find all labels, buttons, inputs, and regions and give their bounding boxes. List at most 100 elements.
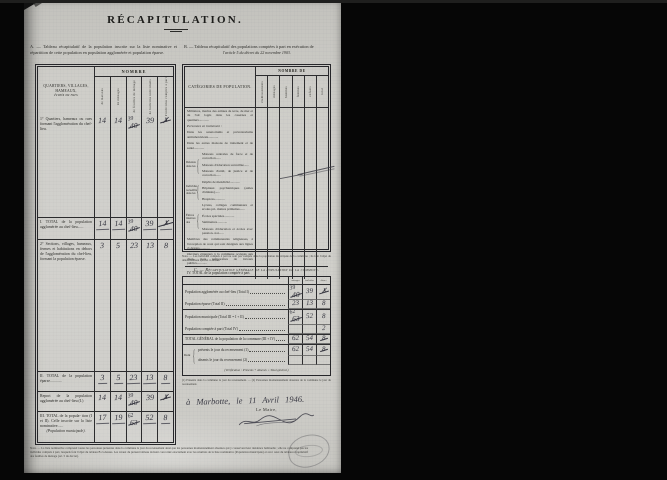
section-b-heading-line1: B. — Tableau récapitulatif des populatio… xyxy=(184,44,314,49)
signature-scribble xyxy=(238,413,315,427)
col-menages: de ménages xyxy=(109,77,126,117)
value-handwritten: 3 xyxy=(97,373,108,384)
value-struck: 8 xyxy=(321,334,326,343)
value-struck: ✗ xyxy=(162,115,170,126)
table-c-column-headers: ménages individus divers xyxy=(183,277,330,285)
table-a-row-sections: 2° Sections, villages, hameaux, fermes e… xyxy=(38,239,173,371)
brace-glyph: { xyxy=(193,344,195,366)
brace-glyph: { xyxy=(197,179,199,201)
value-handwritten: 8 xyxy=(321,312,326,321)
value-handwritten: 62 xyxy=(291,334,300,343)
table-a-row-report: Report de la population agglomérée au ch… xyxy=(38,391,173,411)
value-handwritten: 62 xyxy=(291,345,300,354)
paper-corner-notch-2 xyxy=(33,3,42,7)
value-struck: 8 xyxy=(321,345,326,354)
value-handwritten: 5 xyxy=(116,240,121,251)
value-corrected: 39 40 xyxy=(127,392,138,408)
value-struck: ✗ xyxy=(159,219,172,230)
value-corrected: 62 63 xyxy=(127,412,138,428)
mayor-label: Le Maire, xyxy=(256,407,277,412)
col-maisons: de maisons xyxy=(100,88,105,105)
table-b-row-ouvriers: Ouvriers étrangers à la commune occupés … xyxy=(185,251,328,267)
table-c-row-eparse: Population éparse (Total II) 23 13 8 xyxy=(183,299,330,310)
bottom-legal-note: Nota. — La liste nominative comprend tou… xyxy=(30,446,308,459)
title-underline-2 xyxy=(170,31,182,32)
table-c-row-agglomeree: Population agglomérée au chef-lieu (Tota… xyxy=(183,284,330,300)
value-handwritten: 14 xyxy=(98,115,107,126)
value-handwritten: 54 xyxy=(305,345,314,354)
value-corrected: 39 40 xyxy=(127,218,138,234)
table-b-nombre-de-label: NOMBRE DE xyxy=(256,67,328,76)
table-b-group-recueillis: Individus recueillis dans les { Dépôts d… xyxy=(185,178,328,203)
value-handwritten: 3 xyxy=(100,240,105,251)
handwritten-place-date: à Marbotte, le 11 Avril 1946. xyxy=(185,393,305,407)
value-handwritten: 5 xyxy=(113,373,123,384)
value-handwritten: 52 xyxy=(305,312,314,321)
value-handwritten: 2 xyxy=(321,324,326,333)
col-comptes-a-part: d'individus comptés à part xyxy=(157,77,173,117)
col-hommes: hommes xyxy=(279,76,291,107)
value-handwritten: 13 xyxy=(145,240,154,251)
value-handwritten: 8 xyxy=(163,240,168,251)
col-bulletins: de bulletins individuels xyxy=(141,77,157,117)
value-handwritten: 17 xyxy=(95,413,110,424)
value-handwritten: 19 xyxy=(111,413,125,424)
table-b-group-eleves: Élèves internes des { Lycées, collèges c… xyxy=(185,202,328,237)
table-a-population-list: QUARTIERS, VILLAGES, HAMEAUX, écarts ou … xyxy=(35,64,176,445)
value-handwritten: 8 xyxy=(321,299,326,308)
table-c-row-absents: absents le jour du recensement (2) xyxy=(196,355,330,365)
table-b-header: CATÉGORIES DE POPULATION. NOMBRE DE étab… xyxy=(185,67,328,108)
value-struck: ✗ xyxy=(320,287,327,296)
section-a-heading: A. — Tableau récapitulatif de la populat… xyxy=(30,44,177,55)
value-handwritten: 39 xyxy=(143,219,157,230)
table-c-row-presents: présents le jour du recensement (1) 62 5… xyxy=(196,344,330,356)
section-b-heading: B. — Tableau récapitulatif des populatio… xyxy=(184,44,330,55)
value-handwritten: 23 xyxy=(291,299,300,308)
table-b-row-maisons-sante: Dans les autres maisons de traitement et… xyxy=(185,140,328,151)
table-c-recapitulation-generale: ménages individus divers Population aggl… xyxy=(182,276,331,376)
table-a-row-quartiers: 1° Quartiers, hameaux ou rues formant l'… xyxy=(38,115,173,217)
table-b-row-militaires: Militaires, marins des armées de terre, … xyxy=(185,108,328,124)
col-femmes: femmes xyxy=(291,76,304,107)
table-a-row-total-1: I. TOTAL de la population agglomérée au … xyxy=(38,217,173,239)
table-b-row-communautes: Membres des communautés religieuses, à l… xyxy=(185,236,328,252)
table-b-colgroup: NOMBRE DE établissements ménages hommes … xyxy=(255,67,328,107)
col-b-menages: ménages xyxy=(267,76,279,107)
table-c-row-total-general: TOTAL GÉNÉRAL de la population de la com… xyxy=(183,334,330,345)
value-handwritten: 23 xyxy=(129,240,139,251)
table-a-colgroup: NOMBRE de maisons de ménages de feuilles… xyxy=(94,67,173,117)
value-handwritten: 14 xyxy=(114,115,123,126)
brace-glyph: { xyxy=(197,154,199,176)
table-b-row-sanatoriums: Dans les sanatoriums et préventoriums an… xyxy=(185,129,328,141)
value-handwritten: 14 xyxy=(98,392,107,403)
value-handwritten: 13 xyxy=(143,373,157,384)
table-a-rowhead: QUARTIERS, VILLAGES, HAMEAUX, écarts ou … xyxy=(43,83,89,98)
table-c-footnote: (1) Présents dans la commune le jour du … xyxy=(182,378,331,386)
title-underline xyxy=(164,29,188,30)
census-document-page: RÉCAPITULATION. A. — Tableau récapitulat… xyxy=(24,3,341,473)
value-handwritten: 39 xyxy=(145,115,154,126)
value-struck: ✗ xyxy=(162,392,170,403)
value-handwritten: 23 xyxy=(127,373,141,384)
value-handwritten: 14 xyxy=(114,392,123,403)
table-b-row-total-4: IV. TOTAL de la population comptée à par… xyxy=(185,266,328,280)
col-etablissements: établissements xyxy=(259,80,264,103)
table-a-header: QUARTIERS, VILLAGES, HAMEAUX, écarts ou … xyxy=(38,67,173,117)
value-handwritten: 52 xyxy=(143,413,157,424)
c-col-1: ménages xyxy=(288,277,302,284)
value-handwritten: 39 xyxy=(305,287,314,296)
col-enfants: enfants xyxy=(303,76,316,107)
value-handwritten: 14 xyxy=(111,219,125,230)
table-b-body: Militaires, marins des armées de terre, … xyxy=(185,108,335,267)
scan-top-strip xyxy=(0,0,667,3)
section-b-heading-line2: l'article 5 du décret du 22 novembre 190… xyxy=(223,49,291,55)
section-c-heading: C. — Récapitulation générale de la popul… xyxy=(193,267,320,272)
page-title: RÉCAPITULATION. xyxy=(107,14,243,26)
table-c-verification-note: (Vérification : Présents + Absents = Tot… xyxy=(224,367,289,372)
paper-corner-notch xyxy=(24,3,36,10)
col-feuilles: de feuilles de ménage xyxy=(125,77,142,117)
table-a-row-total-2: II. TOTAL de la population éparse.......… xyxy=(38,371,173,391)
table-b-column-headers: établissements ménages hommes femmes enf… xyxy=(256,76,328,107)
table-b-row-traitement: Personnes en traitement : xyxy=(185,123,328,130)
value-handwritten: 14 xyxy=(95,219,110,230)
